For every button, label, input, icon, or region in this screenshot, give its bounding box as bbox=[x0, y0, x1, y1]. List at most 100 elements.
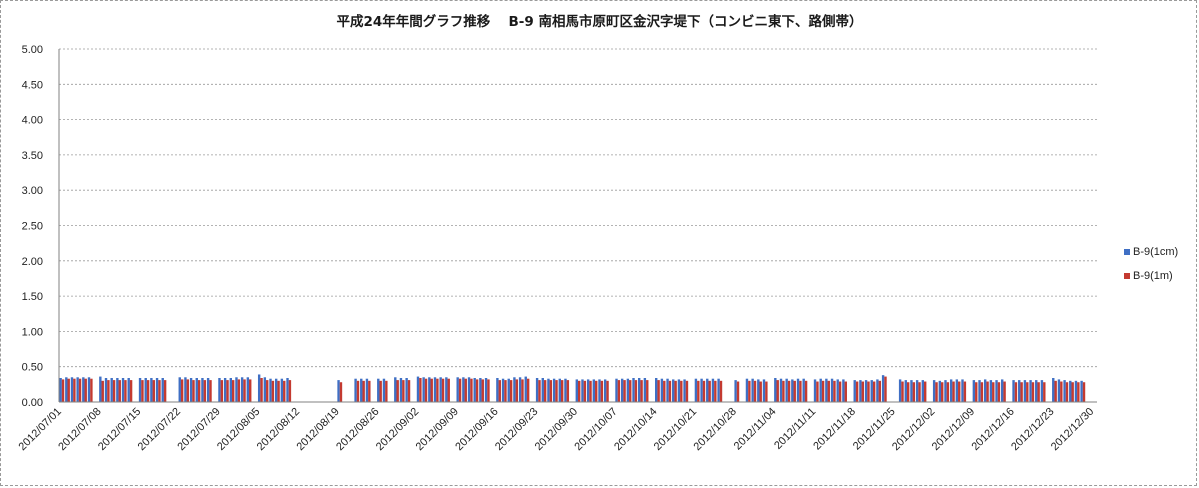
bar-series-2 bbox=[697, 380, 700, 402]
legend-item-series-1: B-9(1cm) bbox=[1124, 240, 1178, 264]
bar-series-1 bbox=[932, 380, 936, 402]
bar-series-2 bbox=[277, 380, 280, 402]
bar-series-1 bbox=[439, 377, 442, 402]
bar-series-1 bbox=[864, 380, 868, 402]
bar-series-2 bbox=[617, 380, 621, 402]
bar-series-2 bbox=[646, 380, 649, 402]
bar-series-2 bbox=[668, 380, 672, 402]
bar-series-2 bbox=[861, 381, 865, 402]
bar-series-1 bbox=[394, 377, 397, 402]
bar-series-1 bbox=[717, 378, 720, 402]
bar-series-1 bbox=[910, 380, 913, 402]
bar-series-2 bbox=[232, 380, 235, 402]
bar-series-2 bbox=[753, 380, 757, 402]
bar-series-2 bbox=[975, 382, 978, 402]
bar-series-1 bbox=[592, 379, 596, 402]
bar-series-1 bbox=[382, 378, 386, 402]
bar-series-2 bbox=[719, 380, 723, 402]
bar-series-1 bbox=[615, 378, 618, 402]
bar-series-2 bbox=[260, 378, 263, 402]
bar-series-2 bbox=[583, 380, 587, 402]
bar-series-1 bbox=[1029, 380, 1032, 402]
bar-series-1 bbox=[138, 378, 142, 402]
bar-series-1 bbox=[564, 378, 567, 402]
bar-series-1 bbox=[666, 378, 669, 402]
bar-series-2 bbox=[946, 382, 950, 402]
bar-series-2 bbox=[249, 379, 252, 402]
bar-series-2 bbox=[924, 381, 927, 402]
bar-series-2 bbox=[487, 379, 490, 402]
bar-series-1 bbox=[121, 378, 125, 402]
bar-series-2 bbox=[362, 380, 365, 402]
bar-series-2 bbox=[192, 380, 195, 402]
bar-series-1 bbox=[467, 377, 471, 402]
bar-series-1 bbox=[552, 378, 556, 402]
bar-series-2 bbox=[997, 382, 1001, 402]
bar-series-1 bbox=[195, 378, 198, 402]
bar-series-2 bbox=[952, 381, 955, 402]
bar-series-2 bbox=[407, 380, 411, 402]
bar-series-2 bbox=[158, 380, 161, 402]
bar-series-1 bbox=[127, 378, 130, 402]
bar-series-1 bbox=[655, 378, 658, 402]
bar-series-2 bbox=[872, 381, 876, 402]
bar-series-1 bbox=[82, 377, 85, 402]
bar-series-1 bbox=[791, 379, 794, 402]
bar-series-1 bbox=[711, 378, 715, 402]
bar-series-1 bbox=[354, 378, 357, 402]
bar-series-2 bbox=[714, 380, 717, 402]
bar-series-2 bbox=[855, 381, 859, 402]
bar-series-2 bbox=[560, 380, 564, 402]
bar-series-1 bbox=[677, 379, 681, 402]
bar-series-1 bbox=[598, 379, 601, 402]
bar-series-1 bbox=[881, 375, 885, 402]
bar-series-1 bbox=[1069, 380, 1072, 402]
bar-series-2 bbox=[226, 380, 229, 402]
bar-series-1 bbox=[206, 378, 210, 402]
bar-series-2 bbox=[271, 380, 275, 402]
bar-series-1 bbox=[189, 378, 193, 402]
bar-series-1 bbox=[859, 380, 862, 402]
bar-series-1 bbox=[473, 378, 476, 402]
bar-series-2 bbox=[220, 380, 224, 402]
bar-series-1 bbox=[825, 378, 828, 402]
bar-series-2 bbox=[589, 380, 592, 402]
bar-series-1 bbox=[904, 380, 907, 402]
bar-series-2 bbox=[787, 380, 791, 402]
bar-series-2 bbox=[379, 380, 382, 402]
bar-series-1 bbox=[955, 379, 959, 402]
bar-series-2 bbox=[152, 380, 155, 402]
bar-series-2 bbox=[992, 382, 995, 402]
bar-series-2 bbox=[186, 379, 190, 402]
y-tick-label: 2.00 bbox=[22, 256, 43, 268]
bar-series-2 bbox=[509, 380, 513, 402]
bar-series-2 bbox=[549, 380, 553, 402]
bar-series-1 bbox=[785, 378, 788, 402]
bar-series-2 bbox=[163, 380, 167, 402]
bar-series-1 bbox=[70, 377, 74, 402]
bar-series-1 bbox=[399, 378, 403, 402]
bar-series-2 bbox=[708, 380, 711, 402]
bar-series-2 bbox=[141, 380, 144, 402]
bar-series-1 bbox=[155, 378, 159, 402]
bar-series-1 bbox=[507, 378, 510, 402]
y-tick-label: 3.00 bbox=[22, 185, 43, 197]
bar-series-1 bbox=[620, 378, 624, 402]
bar-series-2 bbox=[430, 378, 433, 402]
bar-series-1 bbox=[1052, 378, 1055, 402]
bar-series-1 bbox=[870, 380, 873, 402]
bar-series-1 bbox=[269, 378, 272, 402]
bar-series-1 bbox=[802, 378, 805, 402]
bar-series-1 bbox=[87, 377, 91, 402]
bar-series-2 bbox=[1043, 382, 1046, 402]
y-tick-label: 2.50 bbox=[22, 221, 43, 233]
bar-series-1 bbox=[535, 378, 539, 402]
bar-series-1 bbox=[178, 377, 181, 402]
bar-series-2 bbox=[197, 380, 201, 402]
bar-series-2 bbox=[481, 379, 484, 402]
bar-series-1 bbox=[779, 378, 783, 402]
bar-series-2 bbox=[203, 380, 207, 402]
bar-series-2 bbox=[129, 380, 133, 402]
bar-series-1 bbox=[774, 378, 777, 402]
